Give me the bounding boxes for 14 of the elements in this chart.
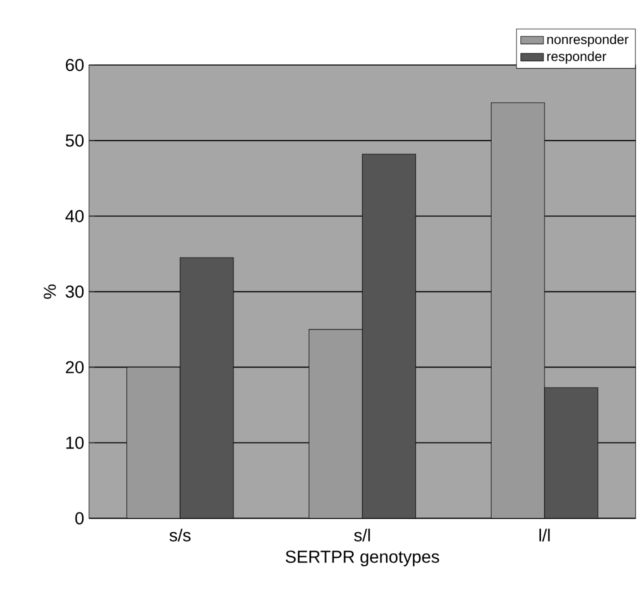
legend-label: responder [547,51,606,64]
y-tick-label: 0 [75,512,84,524]
x-tick-label: s/l [354,528,370,542]
x-tick-label: l/l [539,528,550,542]
y-tick-label: 20 [66,361,84,374]
y-tick-label: 60 [66,58,84,72]
y-axis-title: % [44,284,56,299]
y-tick-label: 10 [66,436,84,449]
x-tick-label: s/s [170,528,191,542]
y-tick-label: 40 [65,210,84,222]
y-tick-label: 30 [66,286,84,298]
y-tick-label: 50 [66,134,84,147]
legend-label: nonresponder [547,34,628,47]
x-axis-title: SERTPR genotypes [286,550,440,566]
